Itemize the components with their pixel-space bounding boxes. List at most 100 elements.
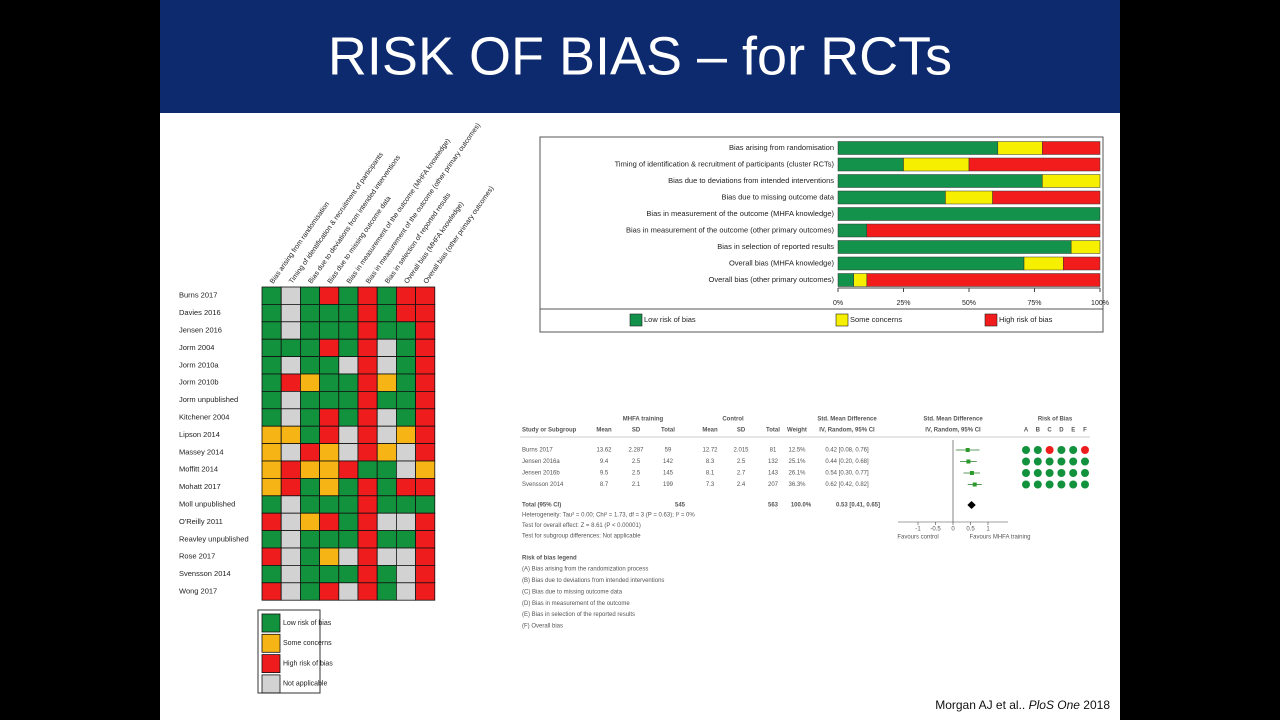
judgment-cell — [280, 565, 301, 584]
judgment-cell — [280, 582, 301, 601]
judgment-cell — [376, 303, 397, 323]
judgment-cell — [280, 408, 301, 427]
judgment-cell — [357, 425, 378, 445]
rob-dot — [1045, 446, 1054, 454]
study-label: Jorm 2010b — [179, 378, 219, 387]
forest-cell: 59 — [665, 448, 672, 454]
rob-dot — [1057, 469, 1066, 477]
bar-segment — [866, 273, 1101, 287]
category-label: Bias in selection of reported results — [717, 242, 834, 251]
rob-dot — [1069, 446, 1078, 454]
bar-segment — [992, 190, 1101, 205]
forest-cell: 2.5 — [737, 459, 746, 465]
rob-dot — [1045, 457, 1054, 466]
legend-swatch — [261, 613, 281, 633]
forest-cell: 0.44 [0.20, 0.68] — [825, 459, 869, 465]
rob-dot — [1069, 457, 1078, 466]
judgment-cell — [338, 477, 359, 497]
judgment-cell — [319, 582, 340, 601]
judgment-cell — [299, 425, 320, 445]
category-label: Timing of identification & recruitment o… — [615, 159, 835, 168]
rob-letter: B — [1036, 428, 1041, 434]
forest-cell: 2.015 — [733, 448, 749, 454]
judgment-cell — [395, 582, 416, 601]
study-label: Jorm unpublished — [179, 395, 238, 404]
judgment-cell — [299, 530, 320, 549]
judgment-cell — [357, 373, 378, 392]
total-ci: 0.53 [0.41, 0.65] — [836, 503, 880, 509]
judgment-cell — [261, 512, 282, 532]
legend-label: Some concerns — [850, 315, 902, 324]
judgment-cell — [395, 495, 416, 514]
rob-letter: F — [1083, 428, 1087, 434]
judgment-cell — [357, 530, 378, 549]
judgment-cell — [357, 321, 378, 340]
forest-tick-label: 1 — [986, 527, 990, 533]
judgment-cell — [261, 286, 282, 305]
judgment-cell — [376, 443, 397, 462]
judgment-cell — [338, 408, 359, 427]
judgment-cell — [395, 565, 416, 584]
judgment-cell — [261, 460, 282, 479]
judgment-cell — [376, 408, 397, 427]
forest-cell: 2.287 — [628, 448, 644, 454]
rob-letter: C — [1047, 428, 1052, 434]
judgment-cell — [376, 286, 397, 305]
judgment-cell — [280, 495, 301, 514]
forest-tick-label: -0.5 — [930, 527, 941, 533]
judgment-cell — [376, 373, 397, 392]
slide-title: RISK OF BIAS – for RCTs — [328, 26, 952, 86]
forest-cell: 145 — [663, 471, 674, 477]
judgment-cell — [319, 425, 340, 445]
judgment-cell — [338, 373, 359, 392]
study-label: Jensen 2016 — [179, 325, 222, 334]
forest-cell: 2.4 — [737, 482, 746, 488]
judgment-cell — [319, 460, 340, 479]
judgment-cell — [299, 443, 320, 462]
citation: Morgan AJ et al.. PloS One 2018 — [935, 698, 1110, 712]
forest-cell: 2.7 — [737, 471, 746, 477]
judgment-cell — [376, 547, 397, 566]
forest-cell: Jensen 2016b — [522, 471, 560, 477]
judgment-cell — [299, 495, 320, 514]
judgment-cell — [319, 303, 340, 323]
study-label: Moll unpublished — [179, 499, 235, 508]
judgment-cell — [415, 530, 436, 549]
legend-label: High risk of bias — [999, 315, 1053, 324]
judgment-cell — [395, 356, 416, 375]
forest-cell: 36.3% — [788, 482, 806, 488]
judgment-cell — [280, 425, 301, 445]
rob-dot — [1022, 446, 1030, 454]
judgment-cell — [319, 408, 340, 427]
rob-dot — [1057, 446, 1066, 454]
judgment-cell — [338, 303, 359, 323]
category-label: Bias due to deviations from intended int… — [668, 176, 834, 185]
bar-segment — [837, 240, 1072, 254]
judgment-cell — [299, 460, 320, 479]
forest-note: Heterogeneity: Tau² = 0.00; Chi² = 1.73,… — [522, 513, 695, 519]
category-label: Overall bias (other primary outcomes) — [709, 275, 835, 284]
total-label: Total (95% CI) — [522, 503, 561, 509]
group-header: Risk of Bias — [1038, 417, 1073, 423]
legend-label: Some concerns — [283, 640, 332, 647]
study-label: Jorm 2010a — [179, 360, 219, 369]
judgment-cell — [338, 286, 359, 305]
judgment-cell — [338, 460, 359, 479]
forest-cell: 7.3 — [706, 482, 715, 488]
rob-legend-item: (B) Bias due to deviations from intended… — [522, 578, 664, 584]
effect-square — [965, 448, 970, 452]
study-label: Svensson 2014 — [179, 569, 231, 578]
rob-dot — [1022, 457, 1030, 466]
judgment-cell — [415, 477, 436, 497]
rob-dot — [1033, 480, 1042, 489]
group-header: Std. Mean Difference — [817, 417, 877, 423]
column-header: Mean — [702, 428, 718, 434]
study-label: Burns 2017 — [179, 291, 217, 300]
forest-tick-label: 0 — [951, 527, 955, 533]
forest-cell: 26.1% — [788, 471, 806, 477]
judgment-cell — [319, 356, 340, 375]
judgment-cell — [261, 495, 282, 514]
judgment-cell — [280, 477, 301, 497]
judgment-cell — [299, 477, 320, 497]
header-band — [160, 0, 1120, 113]
